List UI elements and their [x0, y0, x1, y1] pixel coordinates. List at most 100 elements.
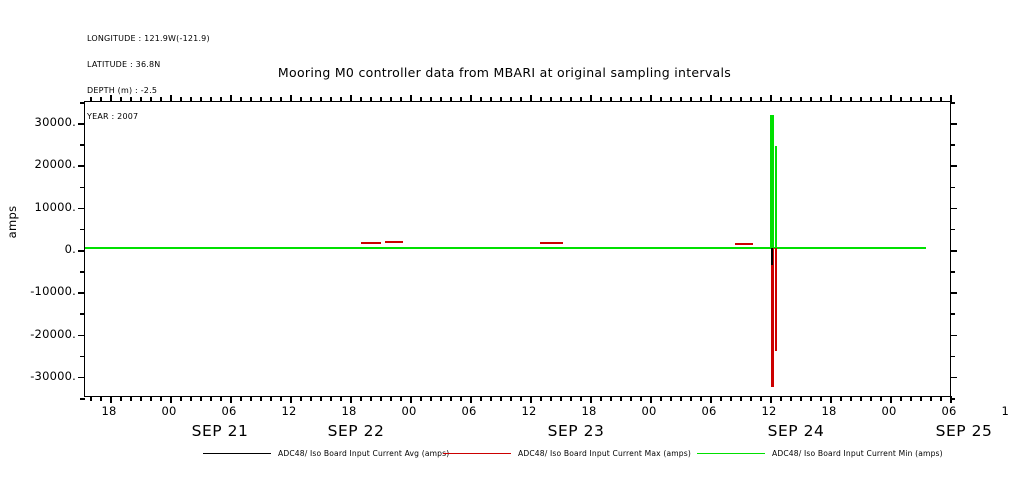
axis-tick: [740, 396, 742, 401]
axis-tick: [80, 186, 85, 189]
series-max-bump: [361, 242, 381, 245]
axis-tick: [950, 313, 955, 316]
axis-tick: [400, 396, 402, 401]
axis-tick: [490, 97, 492, 102]
axis-tick: [950, 250, 957, 252]
axis-tick: [220, 97, 222, 102]
axis-tick: [260, 396, 262, 401]
axis-tick: [850, 97, 852, 102]
axis-tick: [190, 396, 192, 401]
axis-tick: [670, 396, 672, 401]
series-max-spike-secondary: [774, 247, 778, 352]
axis-tick: [830, 95, 832, 102]
axis-tick: [80, 313, 85, 316]
axis-tick: [820, 97, 822, 102]
axis-tick: [840, 396, 842, 401]
axis-tick: [610, 396, 612, 401]
axis-tick: [920, 396, 922, 401]
legend-color-swatch: [443, 452, 511, 455]
legend-item[interactable]: ADC48/ Iso Board Input Current Min (amps…: [697, 449, 943, 458]
x-axis-hour-label: 18: [581, 404, 597, 418]
station-metadata: LONGITUDE : 121.9W(-121.9) LATITUDE : 36…: [87, 18, 210, 138]
axis-tick: [550, 97, 552, 102]
axis-tick: [710, 95, 712, 102]
axis-tick: [470, 396, 472, 403]
y-axis-tick-label: 10000.: [34, 199, 76, 214]
axis-tick: [520, 97, 522, 102]
metadata-latitude: LATITUDE : 36.8N: [87, 59, 161, 69]
axis-tick: [700, 396, 702, 401]
x-axis-hour-label: 18: [341, 404, 357, 418]
axis-tick: [950, 207, 957, 210]
axis-tick: [200, 396, 202, 401]
axis-tick: [78, 207, 85, 210]
y-axis-labels: 30000. 20000. 10000. 0. -10000. -20000. -30000…: [8, 101, 76, 397]
axis-tick: [950, 355, 955, 358]
axis-tick: [350, 95, 352, 102]
legend-item[interactable]: ADC48/ Iso Board Input Current Avg (amps…: [203, 449, 449, 458]
axis-tick: [950, 102, 955, 104]
axis-tick: [130, 97, 132, 102]
axis-tick: [300, 97, 302, 102]
x-axis-hour-label: 12: [521, 404, 537, 418]
axis-tick: [760, 97, 762, 102]
axis-tick: [870, 396, 872, 401]
axis-tick: [590, 396, 592, 403]
axis-tick: [110, 396, 112, 403]
axis-tick: [950, 123, 957, 125]
axis-tick: [78, 123, 85, 125]
axis-tick: [250, 396, 252, 401]
axis-tick: [80, 271, 85, 273]
axis-tick: [80, 102, 85, 104]
axis-tick: [620, 97, 622, 102]
axis-tick: [590, 95, 592, 102]
axis-tick: [110, 95, 112, 102]
axis-tick: [360, 396, 362, 401]
x-axis-day-label: SEP 25: [935, 422, 993, 440]
axis-tick: [140, 396, 142, 401]
axis-tick: [750, 396, 752, 401]
axis-tick: [160, 396, 162, 401]
x-axis-day-label: SEP 24: [767, 422, 825, 440]
axis-tick: [430, 97, 432, 102]
axis-tick: [950, 292, 957, 294]
axis-tick: [340, 396, 342, 401]
axis-tick: [580, 396, 582, 401]
axis-tick: [360, 97, 362, 102]
axis-tick: [880, 97, 882, 102]
axis-tick: [860, 396, 862, 401]
axis-tick: [350, 396, 352, 403]
axis-tick: [380, 97, 382, 102]
axis-tick: [910, 97, 912, 102]
axis-tick: [78, 376, 85, 379]
axis-tick: [840, 97, 842, 102]
axis-tick: [210, 97, 212, 102]
axis-tick: [220, 396, 222, 401]
axis-tick: [100, 97, 102, 102]
axis-tick: [280, 97, 282, 102]
legend-item[interactable]: ADC48/ Iso Board Input Current Max (amps…: [443, 449, 691, 458]
axis-tick: [680, 396, 682, 401]
axis-tick: [610, 97, 612, 102]
axis-tick: [190, 97, 192, 102]
chart-title: Mooring M0 controller data from MBARI at…: [277, 65, 732, 80]
axis-tick: [450, 396, 452, 401]
axis-tick: [310, 97, 312, 102]
axis-tick: [650, 95, 652, 102]
axis-tick: [530, 95, 532, 102]
metadata-depth: DEPTH (m) : -2.5: [87, 85, 158, 95]
axis-tick: [520, 396, 522, 401]
axis-tick: [660, 97, 662, 102]
axis-tick: [950, 334, 957, 337]
axis-tick: [120, 97, 122, 102]
axis-tick: [780, 97, 782, 102]
axis-tick: [630, 396, 632, 401]
series-min-spike: [770, 114, 774, 248]
x-axis-day-label: SEP 21: [191, 422, 249, 440]
axis-tick: [820, 396, 822, 401]
y-axis-tick-label: 20000.: [34, 157, 76, 172]
axis-tick: [370, 97, 372, 102]
axis-tick: [410, 95, 412, 102]
x-axis-hour-label: 18: [101, 404, 117, 418]
